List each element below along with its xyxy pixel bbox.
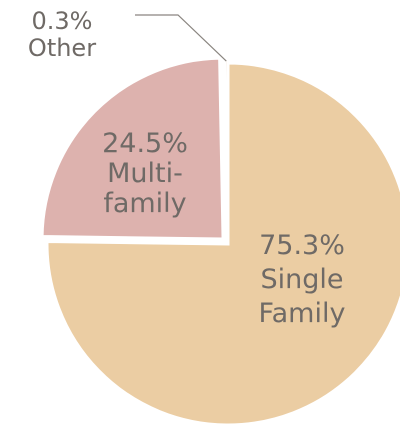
percent-label: 75.3% [259, 230, 345, 261]
category-label: Multi- [107, 158, 183, 189]
slice-other [223, 57, 230, 241]
percent-label: 24.5% [102, 128, 188, 159]
slice-labels: 75.3% Single Family 24.5% Multi-family 0.3% Ot… [28, 7, 346, 329]
leader-line-other [135, 14, 227, 62]
category-label: family [103, 188, 186, 219]
slice-single-family [45, 61, 400, 427]
percent-label: 0.3% [32, 7, 93, 35]
label-multi-family: 24.5% Multi-family [102, 128, 188, 219]
label-single-family: 75.3% Single Family [259, 230, 346, 329]
label-other: 0.3% Other [28, 7, 96, 62]
pie-slices [40, 56, 400, 427]
category-label: Other [28, 34, 96, 62]
category-label: Family [259, 298, 346, 329]
leader-lines [135, 14, 227, 62]
slice-multi-family [40, 56, 225, 241]
category-label: Single [260, 264, 343, 295]
